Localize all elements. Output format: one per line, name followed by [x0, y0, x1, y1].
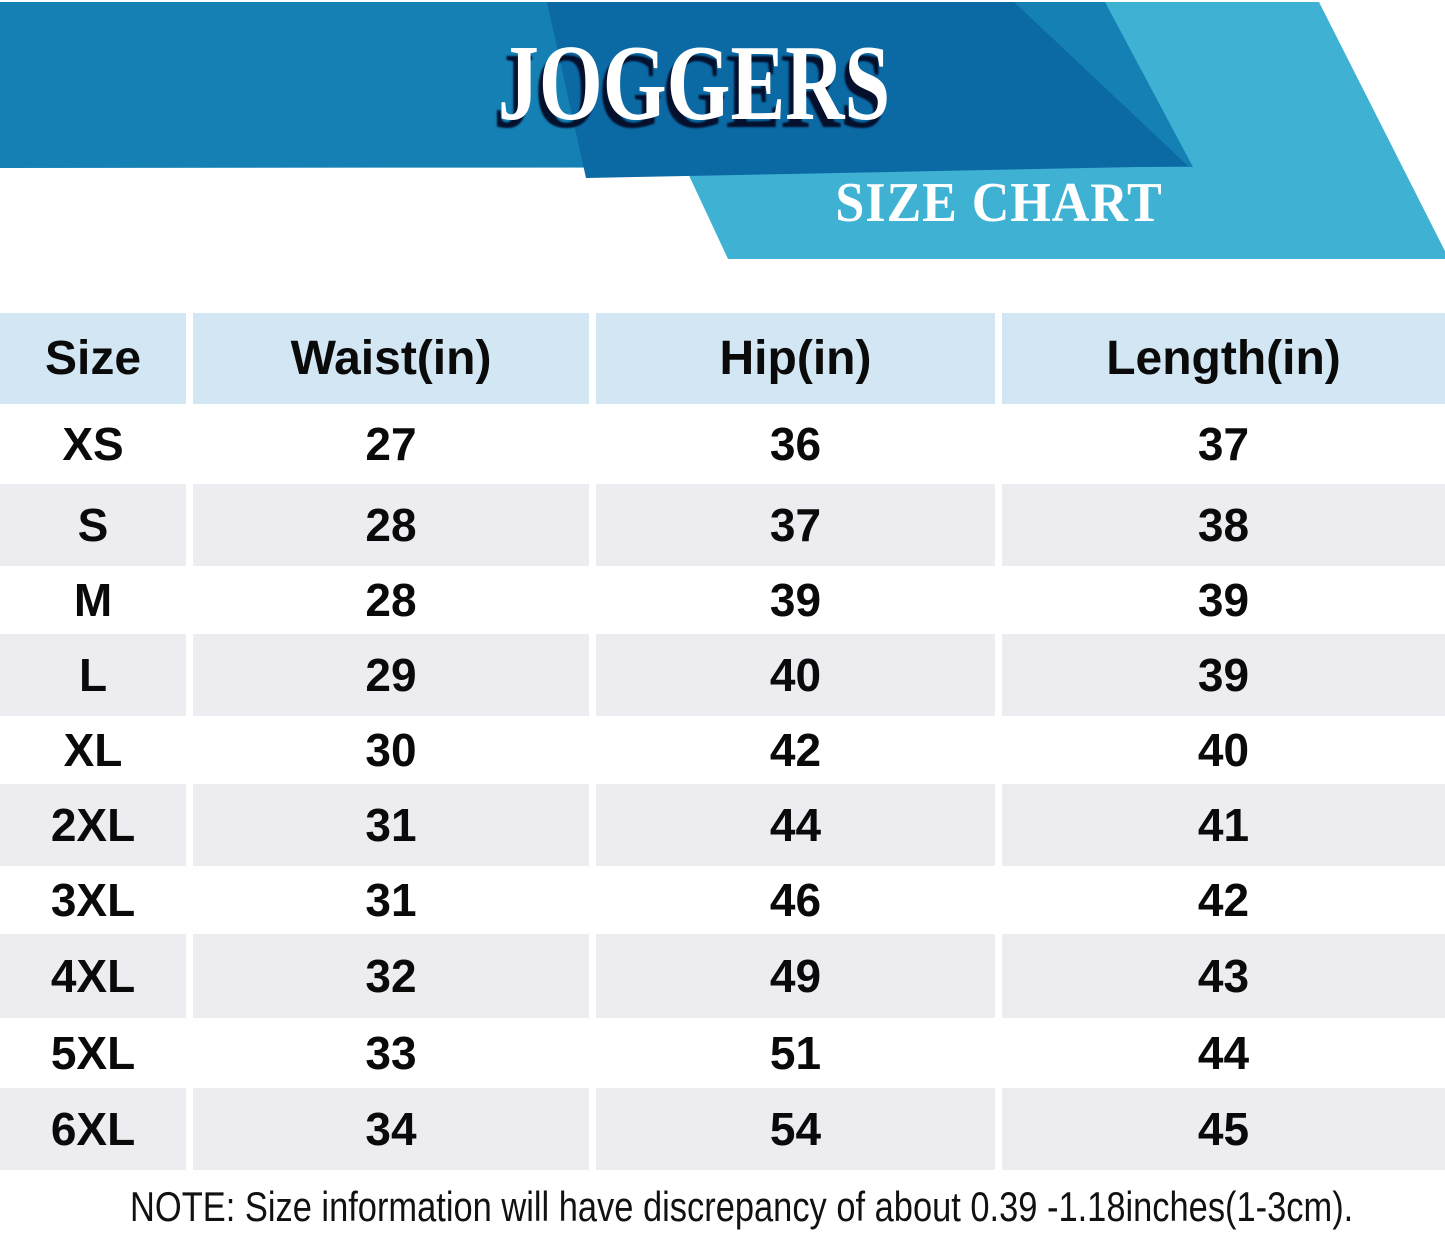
table-row: XL 30 42 40 — [0, 716, 1445, 784]
cell-hip: 42 — [596, 716, 995, 784]
cell-length: 44 — [1002, 1018, 1445, 1088]
cell-length: 45 — [1002, 1088, 1445, 1170]
cell-size: XL — [0, 716, 186, 784]
cell-hip: 37 — [596, 484, 995, 566]
cell-waist: 34 — [193, 1088, 589, 1170]
column-header-length: Length(in) — [1002, 313, 1445, 404]
note-text: NOTE: Size information will have discrep… — [130, 1183, 1354, 1230]
table-row: 6XL 34 54 45 — [0, 1088, 1445, 1170]
cell-size: XS — [0, 404, 186, 484]
cell-size: 6XL — [0, 1088, 186, 1170]
cell-waist: 32 — [193, 934, 589, 1018]
cell-hip: 51 — [596, 1018, 995, 1088]
cell-size: M — [0, 566, 186, 634]
table-row: 4XL 32 49 43 — [0, 934, 1445, 1018]
cell-length: 40 — [1002, 716, 1445, 784]
cell-hip: 36 — [596, 404, 995, 484]
table-row: S 28 37 38 — [0, 484, 1445, 566]
footer: NOTE: Size information will have discrep… — [0, 1183, 1445, 1230]
cell-size: 2XL — [0, 784, 186, 866]
cell-hip: 54 — [596, 1088, 995, 1170]
table-row: 2XL 31 44 41 — [0, 784, 1445, 866]
cell-length: 41 — [1002, 784, 1445, 866]
table-header-row: Size Waist(in) Hip(in) Length(in) — [0, 313, 1445, 404]
cell-length: 38 — [1002, 484, 1445, 566]
table-row: L 29 40 39 — [0, 634, 1445, 716]
cell-length: 39 — [1002, 566, 1445, 634]
cell-waist: 33 — [193, 1018, 589, 1088]
cell-size: 4XL — [0, 934, 186, 1018]
cell-size: L — [0, 634, 186, 716]
cell-length: 39 — [1002, 634, 1445, 716]
cell-waist: 30 — [193, 716, 589, 784]
size-table: Size Waist(in) Hip(in) Length(in) XS 27 36… — [0, 313, 1445, 1170]
table-row: 3XL 31 46 42 — [0, 866, 1445, 934]
banner-subtitle: SIZE CHART — [835, 172, 1163, 234]
cell-waist: 29 — [193, 634, 589, 716]
cell-hip: 40 — [596, 634, 995, 716]
column-header-size: Size — [0, 313, 186, 404]
column-header-hip: Hip(in) — [596, 313, 995, 404]
cell-hip: 49 — [596, 934, 995, 1018]
cell-length: 42 — [1002, 866, 1445, 934]
table-row: XS 27 36 37 — [0, 404, 1445, 484]
cell-size: 5XL — [0, 1018, 186, 1088]
cell-waist: 28 — [193, 484, 589, 566]
table-row: 5XL 33 51 44 — [0, 1018, 1445, 1088]
cell-waist: 31 — [193, 866, 589, 934]
cell-waist: 27 — [193, 404, 589, 484]
cell-size: S — [0, 484, 186, 566]
cell-hip: 46 — [596, 866, 995, 934]
page-title: JOGGERS — [497, 24, 891, 143]
column-header-waist: Waist(in) — [193, 313, 589, 404]
cell-waist: 31 — [193, 784, 589, 866]
cell-hip: 44 — [596, 784, 995, 866]
banner: JOGGERS SIZE CHART — [0, 0, 1445, 270]
cell-length: 43 — [1002, 934, 1445, 1018]
table-body: XS 27 36 37 S 28 37 38 M 28 39 39 L 29 40 39 XL 30 42 40 2XL… — [0, 404, 1445, 1170]
table-row: M 28 39 39 — [0, 566, 1445, 634]
cell-hip: 39 — [596, 566, 995, 634]
cell-size: 3XL — [0, 866, 186, 934]
cell-waist: 28 — [193, 566, 589, 634]
cell-length: 37 — [1002, 404, 1445, 484]
